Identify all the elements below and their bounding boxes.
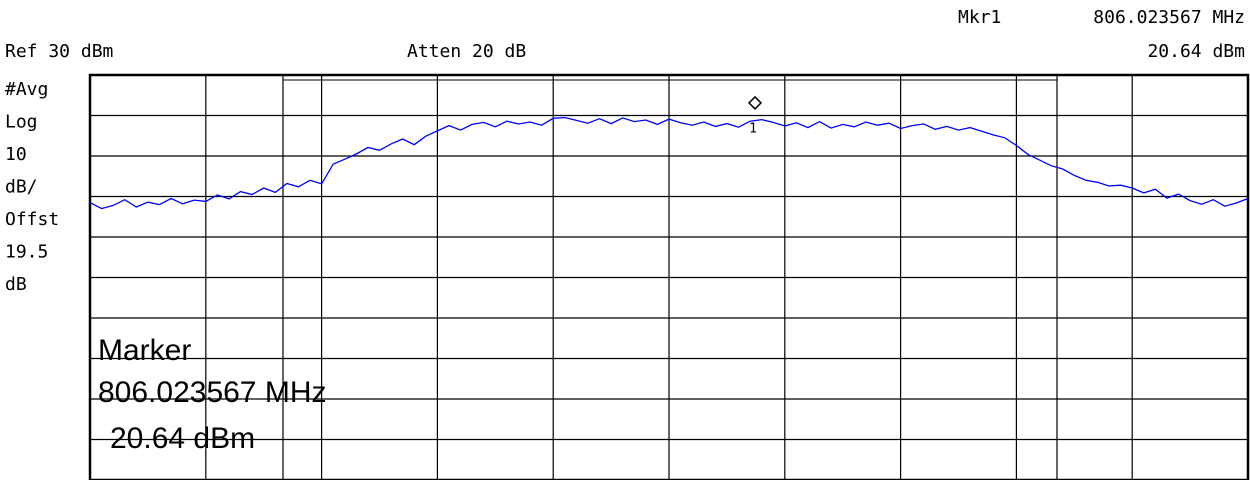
marker-value: 20.64 dBm [1147, 41, 1245, 62]
marker-box-value: 20.64 dBm [110, 422, 255, 455]
trace [89, 116, 1249, 210]
marker-box-title: Marker [98, 334, 191, 367]
ref-level: Ref 30 dBm [5, 41, 113, 62]
side-label: dB [5, 274, 27, 295]
marker-frequency: 806.023567 MHz [1093, 7, 1245, 28]
side-label: dB/ [5, 177, 38, 198]
attenuation: Atten 20 dB [407, 41, 526, 62]
marker-box-frequency: 806.023567 MHz [98, 376, 327, 409]
side-label: Offst [5, 209, 59, 230]
marker-number: 1 [749, 121, 757, 136]
marker-name: Mkr1 [958, 7, 1001, 28]
side-label: 10 [5, 144, 27, 165]
side-label: 19.5 [5, 242, 48, 263]
plot-border [88, 73, 1250, 480]
marker-diamond [747, 95, 763, 110]
side-label: Log [5, 112, 38, 133]
side-label: #Avg [5, 79, 48, 100]
